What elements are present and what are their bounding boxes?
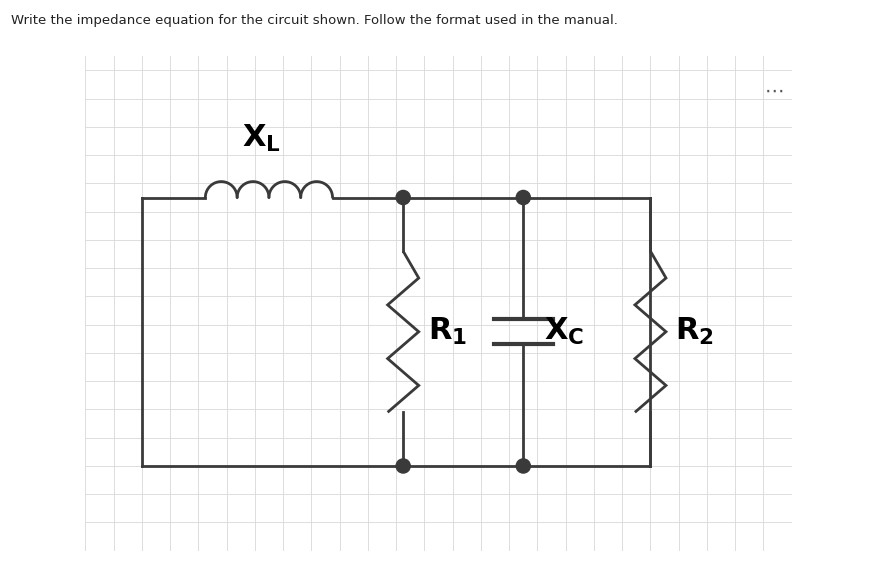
Text: $\mathbf{X_L}$: $\mathbf{X_L}$ [242, 123, 282, 153]
Circle shape [517, 191, 531, 205]
Text: $\mathbf{X_C}$: $\mathbf{X_C}$ [545, 316, 585, 347]
Text: $\mathbf{R_1}$: $\mathbf{R_1}$ [428, 316, 467, 347]
Text: ⋯: ⋯ [765, 82, 784, 101]
Text: $\mathbf{R_2}$: $\mathbf{R_2}$ [675, 316, 714, 347]
Circle shape [517, 459, 531, 473]
Text: Write the impedance equation for the circuit shown. Follow the format used in th: Write the impedance equation for the cir… [11, 14, 617, 27]
Circle shape [396, 459, 410, 473]
Circle shape [396, 191, 410, 205]
